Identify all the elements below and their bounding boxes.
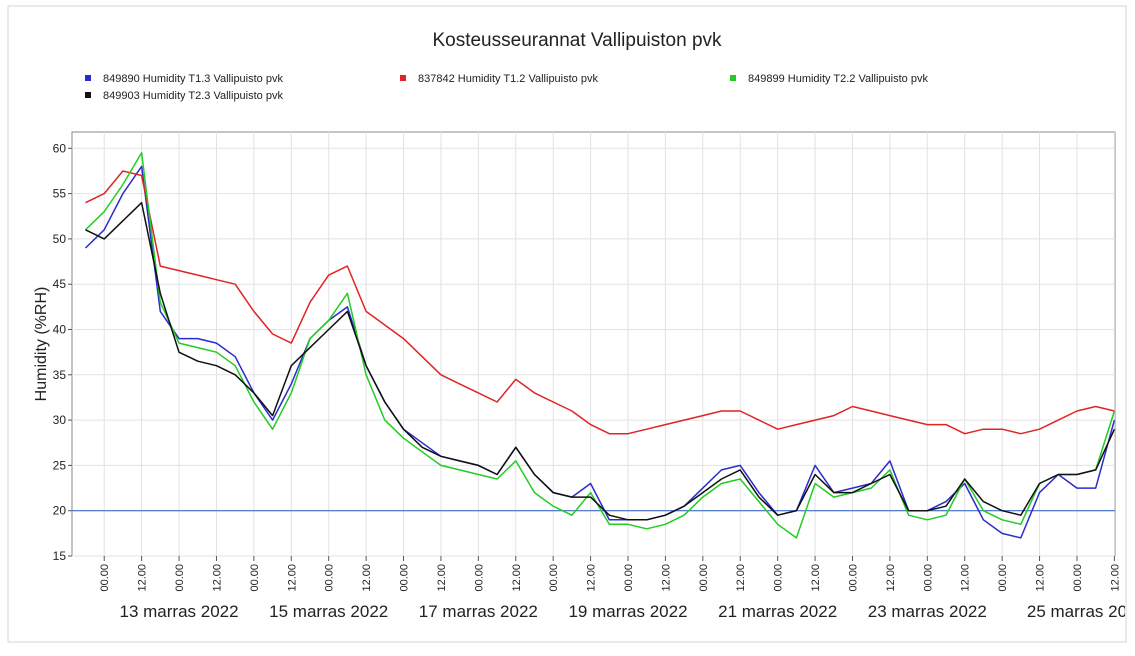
y-tick-label: 35 xyxy=(53,368,67,382)
x-tick-label: 12.00 xyxy=(735,564,747,592)
date-label: 23 marras 2022 xyxy=(868,602,987,621)
y-axis-label: Humidity (%RH) xyxy=(33,287,50,402)
x-tick-label: 12.00 xyxy=(885,564,897,592)
legend-swatch xyxy=(85,92,91,98)
x-tick-label: 12.00 xyxy=(1109,564,1121,592)
y-tick-label: 25 xyxy=(53,458,67,472)
y-tick-label: 45 xyxy=(53,277,67,291)
chart-border xyxy=(7,5,1127,643)
y-tick-label: 60 xyxy=(53,141,67,155)
x-tick-label: 00.00 xyxy=(1072,564,1084,592)
x-tick-label: 00.00 xyxy=(174,564,186,592)
y-tick-label: 55 xyxy=(53,187,67,201)
x-tick-label: 12.00 xyxy=(286,564,298,592)
x-tick-label: 00.00 xyxy=(399,564,411,592)
date-label: 19 marras 2022 xyxy=(568,602,687,621)
x-tick-label: 00.00 xyxy=(623,564,635,592)
x-tick-label: 00.00 xyxy=(324,564,336,592)
series-line xyxy=(84,152,1116,539)
x-tick-label: 00.00 xyxy=(847,564,859,592)
x-tick-label: 12.00 xyxy=(137,564,149,592)
legend-swatch xyxy=(730,75,736,81)
x-tick-label: 00.00 xyxy=(922,564,934,592)
x-tick-label: 12.00 xyxy=(361,564,373,592)
y-tick-label: 30 xyxy=(53,413,67,427)
legend-label: 849899 Humidity T2.2 Vallipuisto pvk xyxy=(748,73,928,85)
x-tick-label: 00.00 xyxy=(249,564,261,592)
date-label: 21 marras 2022 xyxy=(718,602,837,621)
x-tick-label: 12.00 xyxy=(211,564,223,592)
plot-area xyxy=(71,131,1116,557)
x-tick-label: 12.00 xyxy=(586,564,598,592)
date-label: 17 marras 2022 xyxy=(419,602,538,621)
x-tick-label: 12.00 xyxy=(511,564,523,592)
x-tick-label: 12.00 xyxy=(1035,564,1047,592)
x-tick-label: 00.00 xyxy=(997,564,1009,592)
y-tick-label: 15 xyxy=(53,549,67,563)
legend-swatch xyxy=(400,75,406,81)
date-label: 25 marras 20 xyxy=(1027,602,1127,621)
series-line xyxy=(85,201,1116,521)
x-tick-label: 12.00 xyxy=(810,564,822,592)
legend-label: 849890 Humidity T1.3 Vallipuisto pvk xyxy=(103,73,283,85)
x-tick-label: 00.00 xyxy=(773,564,785,592)
y-tick-label: 20 xyxy=(53,504,67,518)
x-tick-label: 00.00 xyxy=(99,564,111,592)
x-tick-label: 12.00 xyxy=(960,564,972,592)
x-tick-label: 12.00 xyxy=(660,564,672,592)
legend-swatch xyxy=(85,75,91,81)
x-tick-label: 12.00 xyxy=(436,564,448,592)
x-tick-label: 00.00 xyxy=(698,564,710,592)
chart-title: Kosteusseurannat Vallipuiston pvk xyxy=(432,30,722,51)
y-tick-label: 50 xyxy=(53,232,67,246)
x-tick-label: 00.00 xyxy=(548,564,560,592)
date-label: 15 marras 2022 xyxy=(269,602,388,621)
legend-label: 837842 Humidity T1.2 Vallipuisto pvk xyxy=(418,73,598,85)
date-label: 13 marras 2022 xyxy=(120,602,239,621)
series-line xyxy=(85,170,1115,435)
y-tick-label: 40 xyxy=(53,323,67,337)
x-tick-label: 00.00 xyxy=(473,564,485,592)
legend-label: 849903 Humidity T2.3 Vallipuisto pvk xyxy=(103,90,283,102)
